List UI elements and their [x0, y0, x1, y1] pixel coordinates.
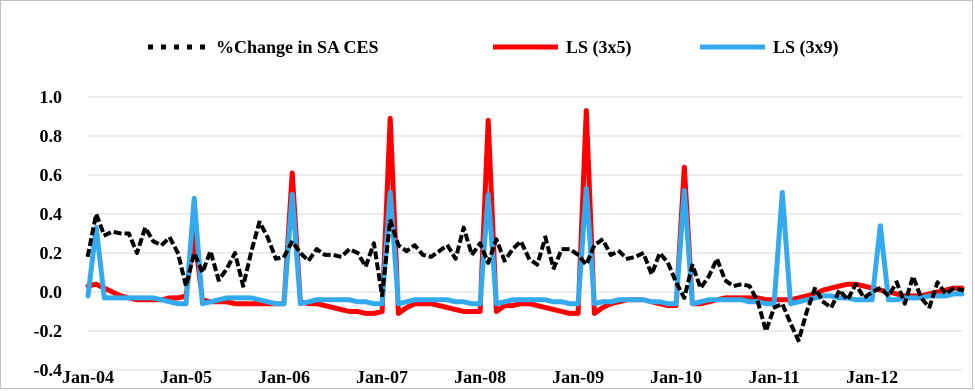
legend-label-ls-3x9: LS (3x9)	[773, 37, 839, 58]
legend-label-ls-3x5: LS (3x5)	[566, 37, 632, 58]
x-tick-label: Jan-06	[258, 367, 310, 387]
x-tick-label: Jan-11	[749, 367, 800, 387]
y-tick-label: -0.4	[34, 360, 63, 380]
x-tick-label: Jan-05	[160, 367, 212, 387]
y-tick-label: 0.0	[40, 282, 63, 302]
series-line-change-in-sa-ces	[85, 212, 965, 343]
x-tick-label: Jan-04	[62, 367, 114, 387]
y-tick-label: 0.8	[40, 126, 63, 146]
x-tick-label: Jan-10	[650, 367, 702, 387]
y-tick-label: 1.0	[40, 87, 63, 107]
y-tick-label: -0.2	[34, 321, 63, 341]
x-tick-label: Jan-12	[846, 367, 898, 387]
y-tick-label: 0.2	[40, 243, 63, 263]
legend-label-change-in-sa-ces: %Change in SA CES	[216, 37, 379, 57]
y-tick-label: 0.4	[40, 204, 63, 224]
series-line-ls-3x9	[85, 186, 965, 307]
series-line-ls-3x5	[85, 108, 965, 316]
y-tick-label: 0.6	[40, 165, 63, 185]
x-tick-label: Jan-07	[356, 367, 408, 387]
x-tick-label: Jan-08	[454, 367, 506, 387]
x-tick-label: Jan-09	[552, 367, 604, 387]
